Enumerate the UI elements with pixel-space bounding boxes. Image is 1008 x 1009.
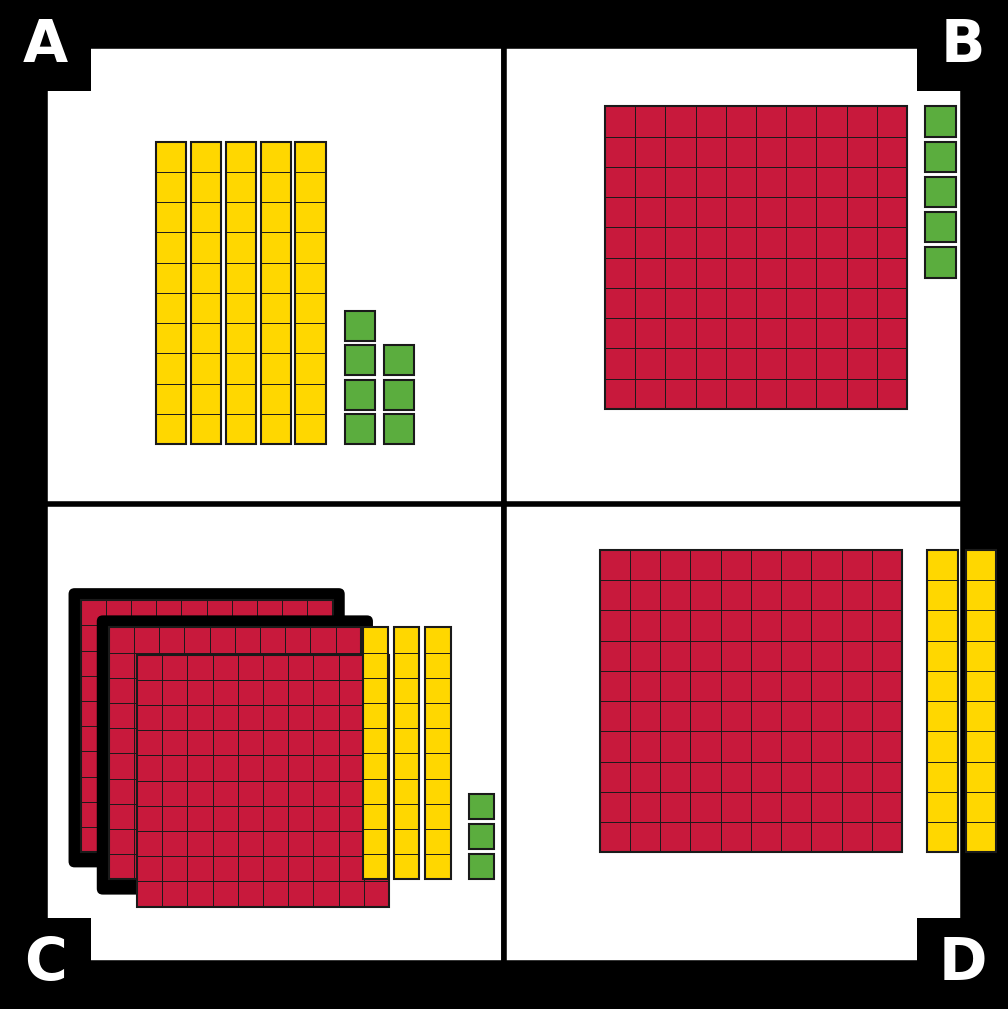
- Bar: [345, 345, 375, 375]
- Bar: [45, 45, 504, 504]
- Bar: [383, 414, 414, 444]
- Bar: [917, 0, 1008, 91]
- Bar: [469, 824, 494, 850]
- Bar: [504, 45, 963, 504]
- Bar: [394, 628, 419, 880]
- Bar: [81, 600, 333, 853]
- Bar: [295, 141, 326, 444]
- FancyBboxPatch shape: [69, 588, 345, 868]
- Bar: [925, 177, 956, 207]
- Bar: [605, 106, 907, 409]
- Bar: [137, 655, 389, 907]
- Bar: [927, 550, 958, 853]
- Bar: [925, 247, 956, 277]
- Bar: [363, 628, 388, 880]
- Text: C: C: [24, 934, 67, 992]
- Bar: [345, 414, 375, 444]
- Bar: [156, 141, 186, 444]
- Bar: [0, 0, 91, 91]
- Bar: [383, 379, 414, 410]
- Text: D: D: [938, 934, 987, 992]
- Bar: [45, 504, 504, 964]
- Bar: [504, 504, 963, 964]
- Bar: [925, 106, 956, 136]
- Bar: [0, 918, 91, 1009]
- Bar: [469, 794, 494, 819]
- Bar: [109, 628, 361, 880]
- Bar: [226, 141, 256, 444]
- Bar: [191, 141, 222, 444]
- Bar: [925, 212, 956, 242]
- Bar: [917, 918, 1008, 1009]
- Bar: [383, 345, 414, 375]
- Bar: [469, 855, 494, 880]
- Bar: [345, 379, 375, 410]
- Bar: [600, 550, 902, 853]
- Text: B: B: [940, 17, 985, 75]
- Bar: [345, 311, 375, 341]
- FancyBboxPatch shape: [97, 615, 373, 895]
- Bar: [425, 628, 451, 880]
- Text: A: A: [23, 17, 68, 75]
- Bar: [925, 141, 956, 172]
- Bar: [966, 550, 996, 853]
- Bar: [260, 141, 290, 444]
